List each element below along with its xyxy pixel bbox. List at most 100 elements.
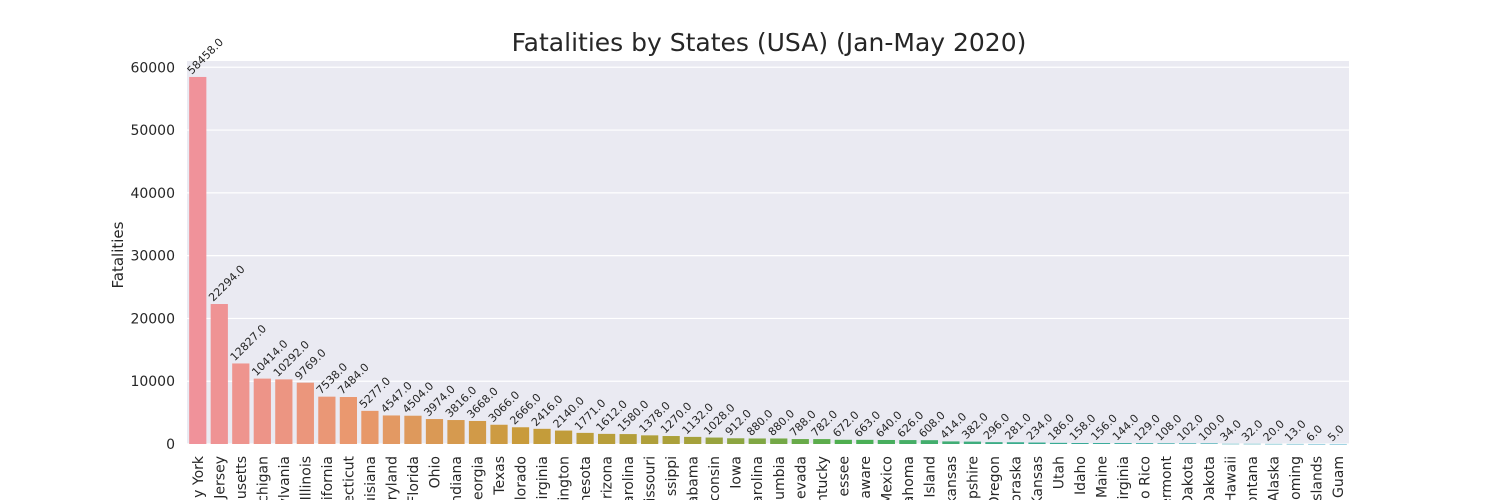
y-axis-label: Fatalities xyxy=(109,221,127,288)
y-tick-label: 10000 xyxy=(130,374,175,390)
x-tick-label: essee xyxy=(836,456,852,496)
x-tick-label: Island xyxy=(922,456,938,498)
y-tick-label: 40000 xyxy=(130,186,175,202)
x-tick-label: o Rico xyxy=(1138,456,1154,499)
bar xyxy=(748,438,766,444)
bar xyxy=(1114,443,1132,444)
bar xyxy=(339,397,357,444)
x-tick-label: arolina xyxy=(750,456,766,500)
bar xyxy=(1329,443,1347,445)
x-tick-label: irginia xyxy=(1116,456,1132,500)
bar xyxy=(1265,443,1283,445)
bar xyxy=(641,435,659,444)
bar xyxy=(1071,443,1089,444)
bar xyxy=(1243,443,1261,445)
x-tick-label: nesota xyxy=(578,456,594,500)
x-tick-label: ecticut xyxy=(341,455,357,500)
bar xyxy=(1049,442,1068,444)
bar xyxy=(684,436,702,444)
y-tick-label: 20000 xyxy=(130,311,175,327)
bar xyxy=(361,410,379,444)
x-tick-label: kansas xyxy=(944,456,960,500)
bar xyxy=(619,434,637,444)
gridlines xyxy=(187,66,1349,445)
x-tick-label: Mexico xyxy=(879,456,895,500)
x-tick-label: ndiana xyxy=(449,456,465,500)
bar xyxy=(253,378,271,444)
x-tick-label: ermont xyxy=(1159,456,1175,500)
x-tick-label: ington xyxy=(557,456,573,500)
bar xyxy=(598,433,616,444)
bar xyxy=(920,440,938,444)
bar xyxy=(554,430,573,444)
x-axis-ticks: y York Jersey usetts chigan sylvania Illinois… xyxy=(191,455,1347,500)
bar xyxy=(576,432,594,444)
bar xyxy=(296,382,314,444)
bar xyxy=(770,438,788,444)
bar xyxy=(1092,443,1111,444)
x-tick-label: Maine xyxy=(1095,456,1111,498)
bar xyxy=(404,415,422,444)
x-tick-label: Florida xyxy=(406,456,422,500)
x-tick-label: sylvania xyxy=(277,456,293,500)
x-tick-label: usetts xyxy=(234,456,250,499)
bar xyxy=(1286,443,1304,445)
x-tick-label: Iowa xyxy=(729,456,745,489)
y-tick-label: 60000 xyxy=(130,60,175,76)
bar xyxy=(877,439,895,444)
y-tick-label: 50000 xyxy=(130,123,175,139)
x-tick-label: ntucky xyxy=(815,456,831,500)
bar-series xyxy=(189,76,1347,445)
x-tick-label: rizona xyxy=(600,456,616,499)
x-tick-label: Ohio xyxy=(427,456,443,488)
bar xyxy=(533,428,551,444)
bar xyxy=(232,363,250,444)
x-tick-label: Oregon xyxy=(987,456,1003,500)
x-tick-label: Jersey xyxy=(212,456,228,500)
x-tick-label: oraska xyxy=(1008,456,1024,500)
x-tick-label: Dakota xyxy=(1181,456,1197,500)
chart-title: Fatalities by States (USA) (Jan-May 2020… xyxy=(512,28,1027,57)
bar xyxy=(813,439,831,444)
bar xyxy=(1222,443,1240,445)
x-tick-label: uisiana xyxy=(363,456,379,500)
bar xyxy=(382,415,401,444)
bar xyxy=(727,438,745,444)
y-tick-label: 0 xyxy=(166,437,175,453)
bar xyxy=(1135,443,1154,444)
x-tick-label: pshire xyxy=(965,456,981,499)
bar xyxy=(210,304,228,444)
bar xyxy=(318,396,336,444)
bar xyxy=(425,419,444,444)
x-tick-label: arolina xyxy=(621,456,637,500)
x-tick-label: abama xyxy=(686,456,702,500)
x-tick-label: yoming xyxy=(1288,456,1304,500)
y-tick-label: 30000 xyxy=(130,249,175,265)
bar xyxy=(834,439,852,444)
x-tick-label: ontana xyxy=(1245,456,1261,500)
bar xyxy=(1028,442,1046,444)
bar xyxy=(662,436,680,444)
bar xyxy=(1157,443,1175,444)
bar xyxy=(899,440,917,444)
x-tick-label: ssippi xyxy=(664,456,680,496)
x-tick-label: lifornia xyxy=(320,456,336,500)
bar xyxy=(1200,443,1218,444)
bar xyxy=(1179,443,1197,444)
x-tick-label: Texas xyxy=(492,456,508,496)
x-tick-label: consin xyxy=(707,456,723,500)
bar xyxy=(705,437,723,444)
x-tick-label: y York xyxy=(191,455,207,498)
x-tick-label: Utah xyxy=(1052,456,1068,489)
y-axis-ticks: 0 10000 20000 30000 40000 50000 60000 xyxy=(130,60,175,453)
bar xyxy=(189,76,207,445)
bar xyxy=(511,427,530,444)
x-tick-label: issouri xyxy=(643,456,659,500)
bar xyxy=(942,441,960,444)
x-tick-label: evada xyxy=(793,456,809,499)
x-tick-label: eorgia xyxy=(471,456,487,500)
bar xyxy=(490,424,508,444)
bar xyxy=(275,379,293,444)
x-tick-label: Dakota xyxy=(1202,456,1218,500)
